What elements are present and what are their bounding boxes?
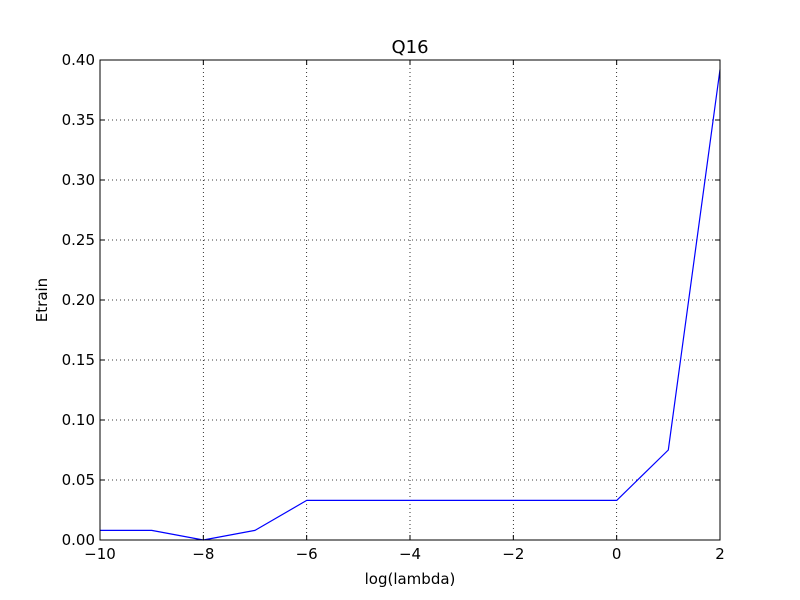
x-tick-label: −4 xyxy=(399,545,421,563)
ticks: −10 −8 −6 −4 −2 0 2 0.00 0.05 0.10 0.15 0.20 0.25 0.3… xyxy=(62,51,725,563)
x-tick-label: −10 xyxy=(84,545,116,563)
y-tick-label: 0.10 xyxy=(62,411,95,429)
y-tick-label: 0.30 xyxy=(62,171,95,189)
y-tick-label: 0.25 xyxy=(62,231,95,249)
y-axis-label: Etrain xyxy=(33,278,51,322)
x-tick-label: −8 xyxy=(192,545,214,563)
y-tick-label: 0.15 xyxy=(62,351,95,369)
grid xyxy=(100,60,720,540)
y-tick-label: 0.00 xyxy=(62,531,95,549)
x-tick-label: 2 xyxy=(715,545,725,563)
y-tick-label: 0.20 xyxy=(62,291,95,309)
x-tick-label: −2 xyxy=(502,545,524,563)
chart-title: Q16 xyxy=(391,37,428,58)
x-axis-label: log(lambda) xyxy=(365,570,456,588)
y-tick-label: 0.40 xyxy=(62,51,95,69)
x-tick-label: 0 xyxy=(612,545,622,563)
y-tick-label: 0.35 xyxy=(62,111,95,129)
x-tick-label: −6 xyxy=(296,545,318,563)
y-tick-label: 0.05 xyxy=(62,471,95,489)
